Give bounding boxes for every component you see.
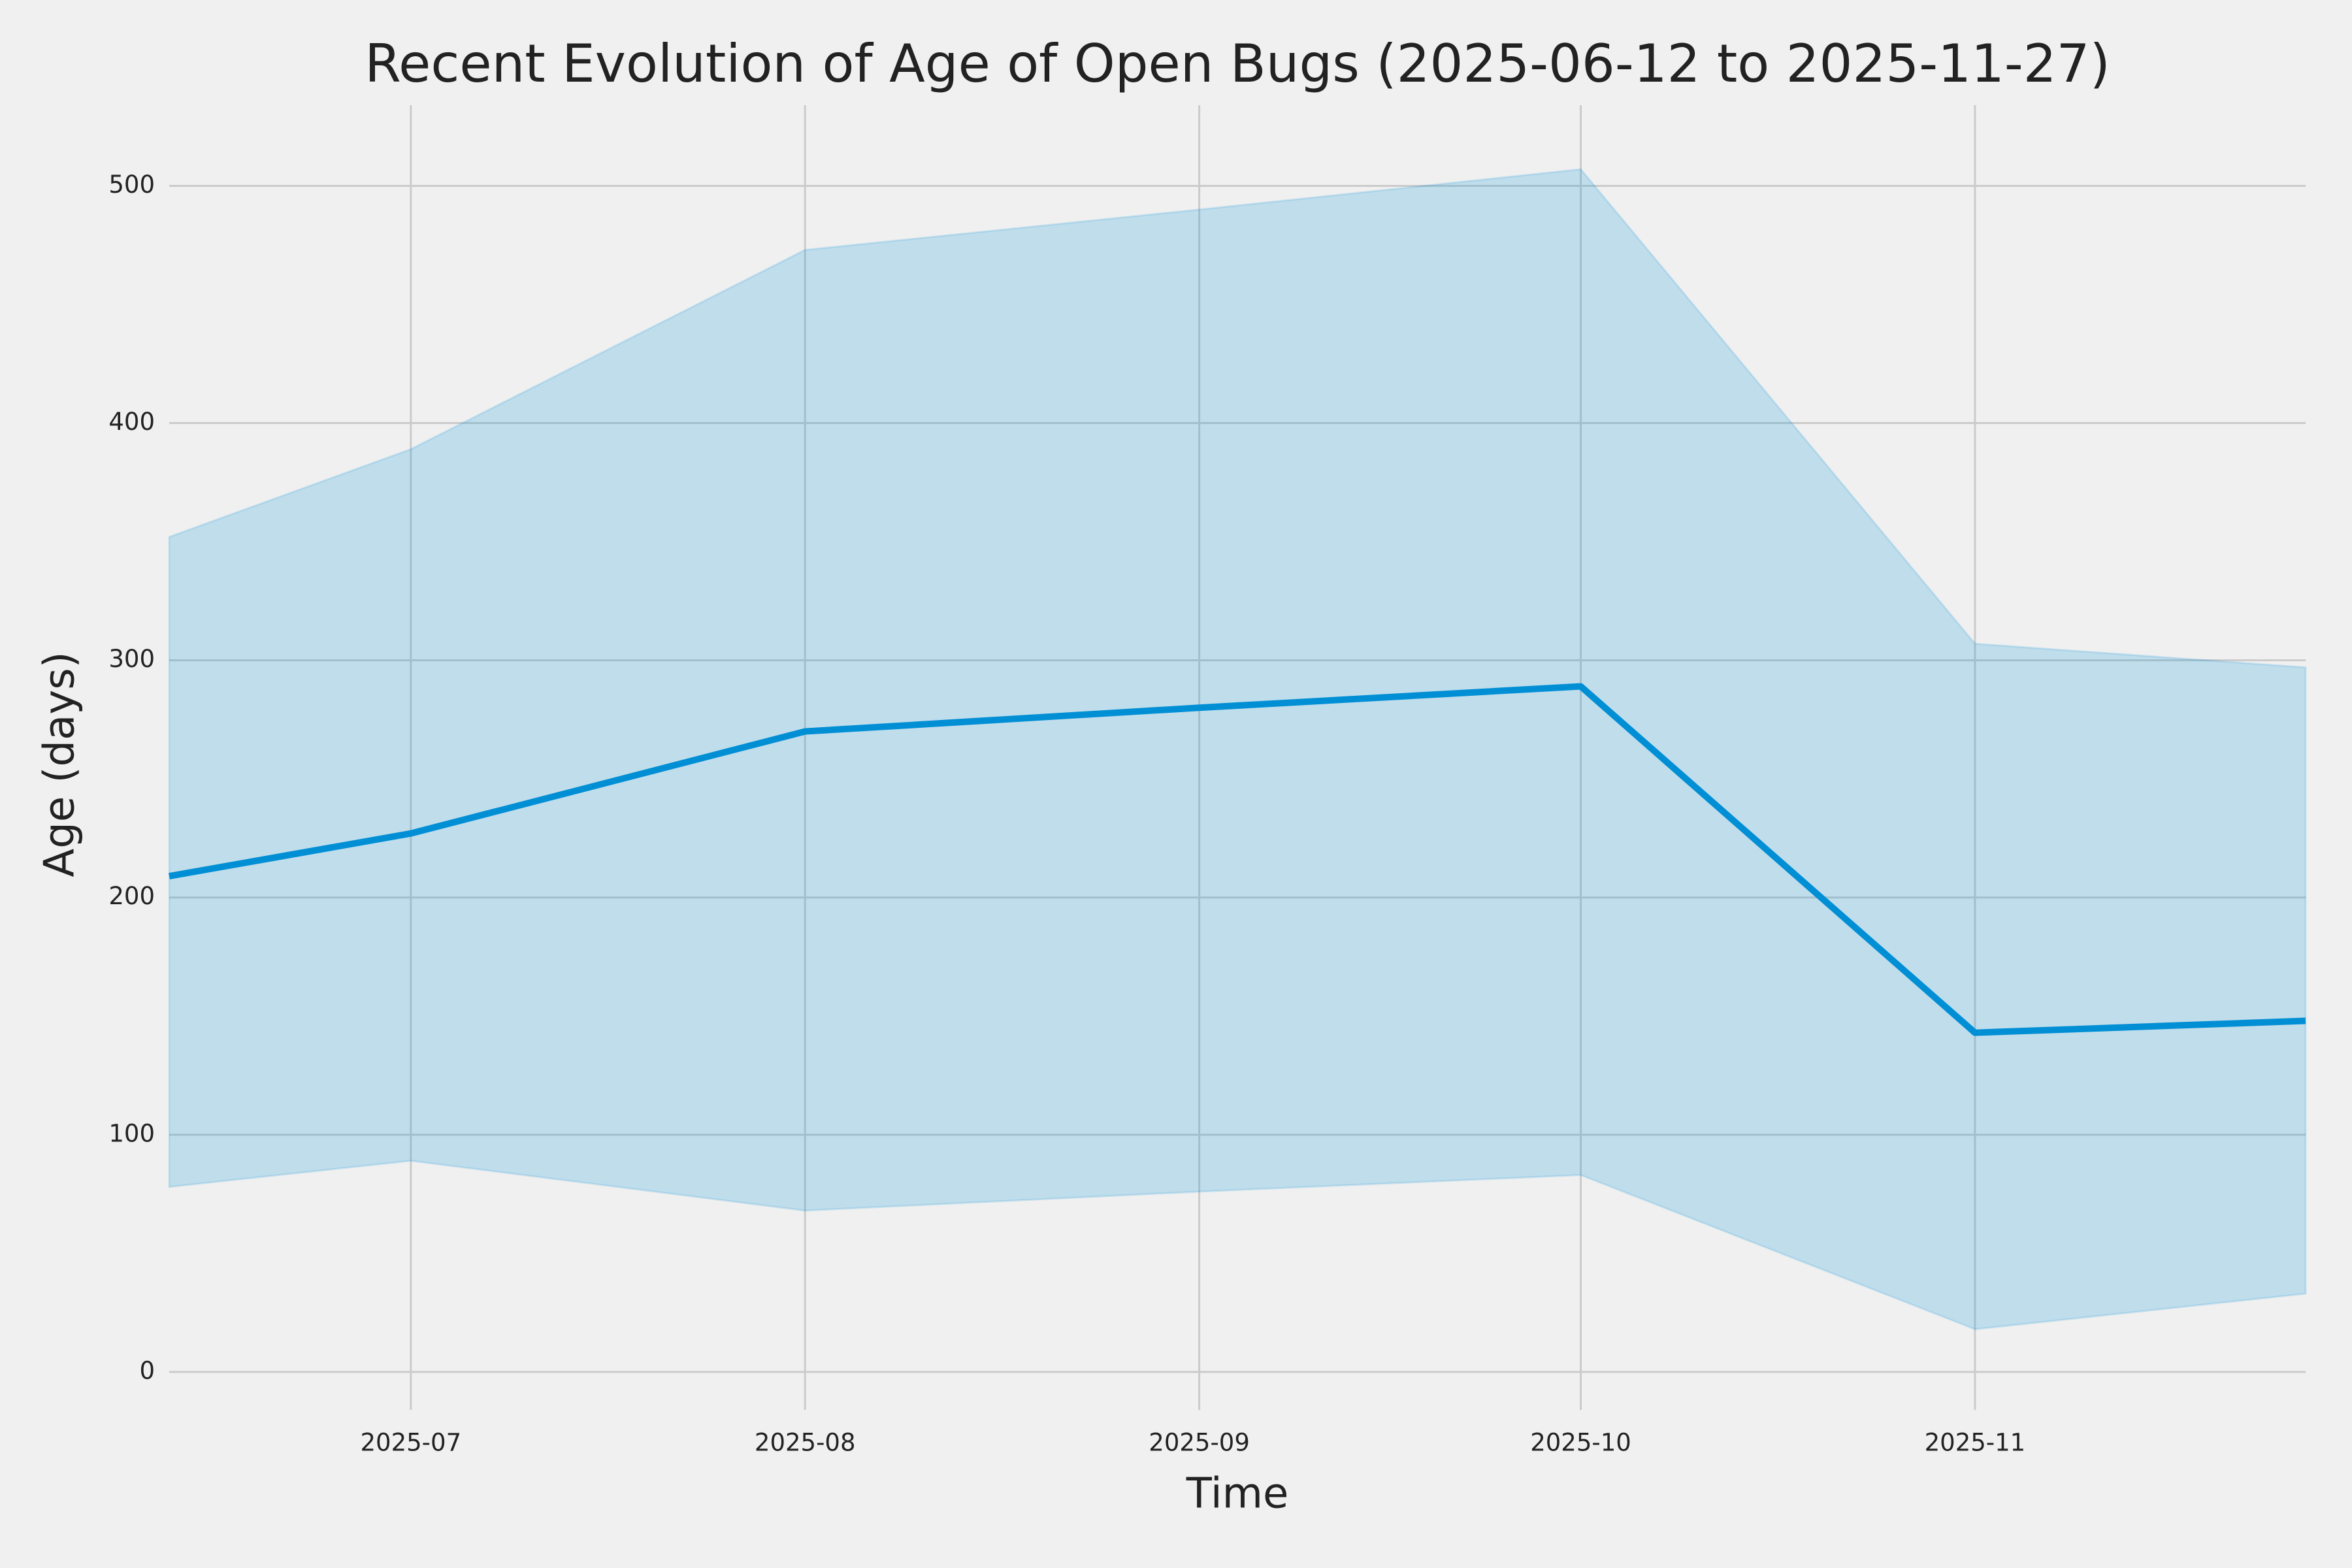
x-axis-label: Time	[1186, 1470, 1289, 1518]
x-tick-label: 2025-09	[1149, 1429, 1250, 1457]
y-tick-label: 0	[139, 1356, 155, 1384]
x-tick-label: 2025-10	[1530, 1429, 1631, 1457]
chart-title: Recent Evolution of Age of Open Bugs (20…	[365, 33, 2110, 94]
y-tick-label: 400	[108, 408, 155, 436]
y-axis-label: Age (days)	[36, 651, 84, 877]
x-tick-label: 2025-07	[361, 1429, 462, 1457]
confidence-band	[168, 168, 2307, 1331]
y-tick-label: 500	[108, 171, 155, 199]
y-tick-label: 200	[108, 882, 155, 910]
line	[169, 683, 2306, 1036]
x-tick-label: 2025-11	[1925, 1429, 2026, 1457]
x-tick-label: 2025-08	[755, 1429, 856, 1457]
y-tick-label: 300	[108, 645, 155, 673]
y-tick-label: 100	[108, 1119, 155, 1147]
